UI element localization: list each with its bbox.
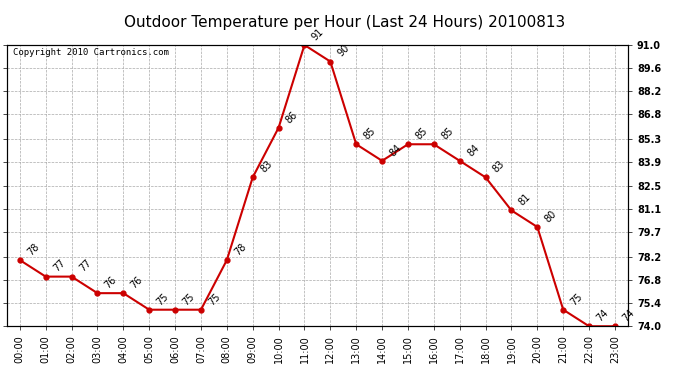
Text: 74: 74 — [595, 308, 611, 324]
Text: 75: 75 — [569, 291, 584, 307]
Text: 78: 78 — [233, 242, 248, 257]
Text: 75: 75 — [181, 291, 197, 307]
Text: 84: 84 — [465, 142, 481, 158]
Text: 85: 85 — [362, 126, 377, 141]
Text: 84: 84 — [388, 142, 404, 158]
Text: 78: 78 — [26, 242, 41, 257]
Text: 80: 80 — [543, 209, 559, 224]
Text: 75: 75 — [206, 291, 222, 307]
Text: 91: 91 — [310, 27, 326, 42]
Text: Outdoor Temperature per Hour (Last 24 Hours) 20100813: Outdoor Temperature per Hour (Last 24 Ho… — [124, 15, 566, 30]
Text: 81: 81 — [517, 192, 533, 208]
Text: 85: 85 — [413, 126, 429, 141]
Text: 83: 83 — [491, 159, 507, 175]
Text: 76: 76 — [129, 274, 145, 290]
Text: 90: 90 — [336, 43, 352, 59]
Text: Copyright 2010 Cartronics.com: Copyright 2010 Cartronics.com — [13, 48, 169, 57]
Text: 74: 74 — [620, 308, 636, 324]
Text: 77: 77 — [77, 258, 93, 274]
Text: 77: 77 — [51, 258, 67, 274]
Text: 85: 85 — [440, 126, 455, 141]
Text: 76: 76 — [103, 274, 119, 290]
Text: 75: 75 — [155, 291, 170, 307]
Text: 86: 86 — [284, 109, 300, 125]
Text: 83: 83 — [258, 159, 274, 175]
